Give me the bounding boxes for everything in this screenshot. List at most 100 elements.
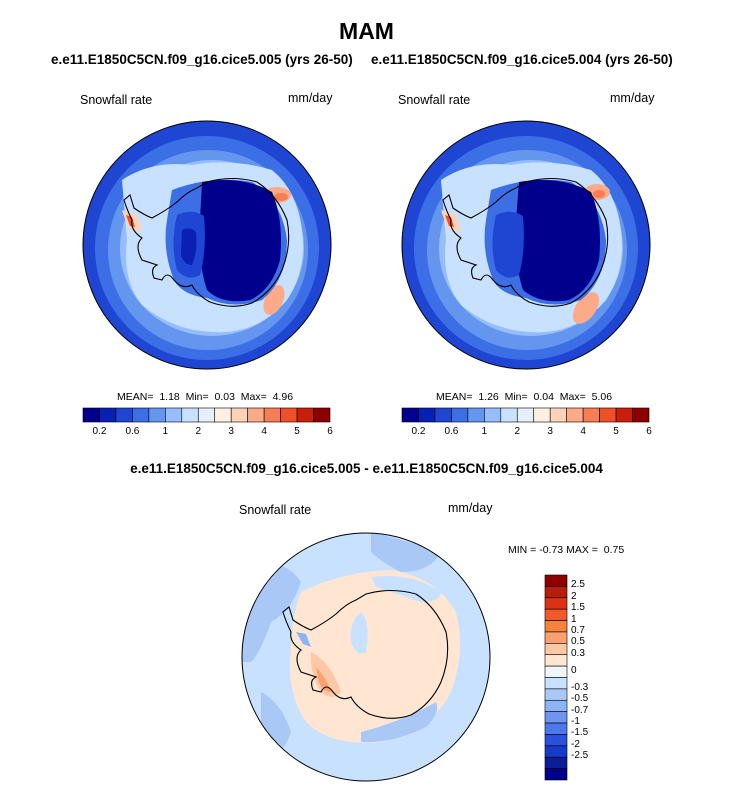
colorbar-tick-label: 1 [162, 426, 169, 437]
diff-min-label: MIN = [508, 544, 537, 556]
figure-title: MAM [339, 18, 394, 44]
max-label: Max= [559, 391, 586, 403]
colorbar-swatch [544, 734, 568, 747]
colorbar-swatch [401, 407, 419, 423]
colorbar-swatch [165, 407, 183, 423]
colorbar-tick-label: 2.5 [571, 579, 585, 591]
diff-subtitle: e.e11.E1850C5CN.f09_g16.cice5.005 - e.e1… [130, 461, 603, 476]
colorbar-swatch [516, 407, 535, 423]
colorbar-swatch [544, 688, 568, 701]
colorbar-swatch [544, 745, 568, 758]
colorbar-tick-label: -2 [571, 738, 580, 750]
colorbar-swatch [533, 407, 551, 423]
colorbar-tick-label: -1.5 [571, 727, 589, 739]
colorbar-tick-label: 0.3 [571, 647, 585, 659]
colorbar-tick-label: 3 [547, 426, 553, 437]
colorbar-right-ticks: 0.2 0.6 1 2 3 4 5 6 [402, 426, 652, 440]
diff-max-value: 0.75 [603, 544, 625, 556]
panel-right-subtitle: e.e11.E1850C5CN.f09_g16.cice5.004 (yrs 2… [371, 52, 673, 67]
diff-variable: Snowfall rate [239, 503, 312, 517]
colorbar-swatch [484, 407, 502, 423]
colorbar-swatch [451, 407, 469, 423]
panel-right-stats: MEAN= 1.26 Min= 0.04 Max= 5.06 [436, 391, 612, 403]
colorbar-swatch [632, 407, 650, 423]
colorbar-swatch [500, 407, 518, 423]
colorbar-swatch [544, 620, 568, 633]
colorbar-swatch [544, 677, 568, 690]
colorbar-swatch [544, 756, 568, 769]
min-value: 0.04 [533, 391, 554, 403]
colorbar-tick-label: 0.2 [411, 426, 426, 437]
panel-right-variable: Snowfall rate [398, 93, 471, 107]
colorbar-tick-label: 6 [327, 426, 333, 437]
diff-units: mm/day [448, 501, 493, 515]
colorbar-swatch [247, 407, 265, 423]
colorbar-tick-label: 1 [571, 613, 577, 625]
colorbar-tick-label: -1 [571, 716, 580, 728]
colorbar-swatch [434, 407, 452, 423]
colorbar-swatch [544, 643, 568, 656]
colorbar-tick-label: 0.6 [125, 426, 140, 437]
colorbar-tick-label: 2 [195, 426, 202, 437]
map-left [82, 120, 332, 370]
colorbar-swatch [544, 631, 568, 644]
colorbar-swatch [467, 407, 485, 423]
colorbar-swatch [82, 407, 100, 423]
colorbar-swatch [544, 574, 568, 587]
mean-label: MEAN= [117, 391, 154, 403]
colorbar-swatch [148, 407, 166, 423]
colorbar-swatch [181, 407, 199, 423]
colorbar-swatch [280, 407, 298, 423]
colorbar-tick-label: 0 [571, 664, 577, 676]
min-label: Min= [504, 391, 528, 403]
colorbar-swatch [132, 407, 150, 423]
colorbar-tick-label: 0.7 [571, 624, 585, 636]
max-value: 5.06 [591, 391, 613, 403]
panel-left-stats: MEAN= 1.18 Min= 0.03 Max= 4.96 [117, 391, 293, 403]
colorbar-diff-ticks: 2.5 2 1.5 1 0.7 0.5 0.3 0 -0.3 -0.5 -0.7 -1 -1.5 -2 -2… [571, 575, 611, 780]
panel-left-units: mm/day [288, 91, 333, 105]
colorbar-tick-label: 4 [261, 426, 267, 437]
colorbar-swatch [544, 711, 568, 724]
colorbar-swatch [418, 407, 436, 423]
colorbar-tick-label: 6 [646, 426, 652, 437]
colorbar-swatch [615, 407, 633, 423]
colorbar-swatch [544, 586, 568, 599]
colorbar-swatch [599, 407, 617, 423]
max-label: Max= [240, 391, 267, 403]
colorbar-tick-label: 5 [294, 426, 300, 437]
colorbar-tick-label: 4 [580, 426, 586, 437]
mean-value: 1.26 [478, 391, 499, 403]
colorbar-swatch [296, 407, 314, 423]
colorbar-tick-label: 3 [228, 426, 234, 437]
min-label: Min= [185, 391, 209, 403]
colorbar-swatch [99, 407, 117, 423]
colorbar-swatch [544, 608, 568, 621]
colorbar-swatch [214, 407, 232, 423]
colorbar-swatch [313, 407, 331, 423]
colorbar-tick-label: -0.3 [571, 681, 589, 693]
diff-minmax: MIN = -0.73 MAX = 0.75 [508, 544, 624, 556]
diff-max-label: MAX = [566, 544, 598, 556]
colorbar-tick-label: 0.5 [571, 636, 585, 648]
colorbar-tick-label: 0.2 [92, 426, 107, 437]
colorbar-swatch [544, 768, 568, 781]
min-value: 0.03 [214, 391, 235, 403]
colorbar-swatch [549, 407, 567, 423]
diff-min-value: -0.73 [539, 544, 564, 556]
colorbar-diff [544, 574, 568, 781]
max-value: 4.96 [272, 391, 294, 403]
colorbar-swatch [582, 407, 600, 423]
colorbar-swatch [544, 665, 568, 678]
colorbar-left-ticks: 0.2 0.6 1 2 3 4 5 6 [83, 426, 333, 440]
colorbar-swatch [544, 699, 568, 712]
colorbar-swatch [115, 407, 133, 423]
colorbar-tick-label: 2 [514, 426, 521, 437]
colorbar-swatch [566, 407, 584, 423]
colorbar-left [82, 407, 331, 423]
mean-value: 1.18 [159, 391, 180, 403]
panel-left-variable: Snowfall rate [80, 93, 153, 107]
colorbar-right [401, 407, 650, 423]
colorbar-tick-label: 1 [481, 426, 488, 437]
map-diff [241, 532, 491, 782]
